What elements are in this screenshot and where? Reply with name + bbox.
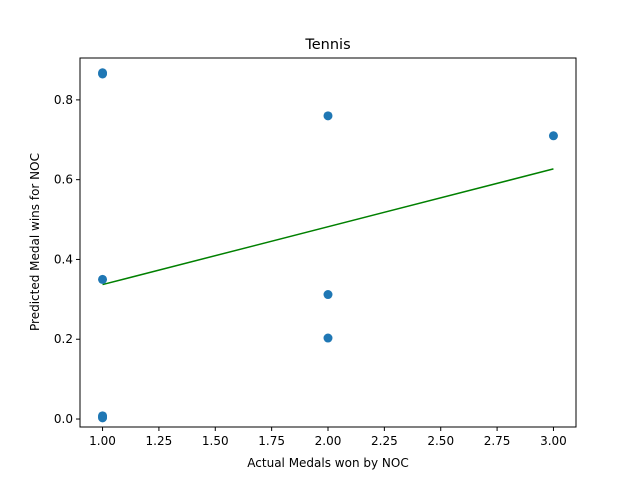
scatter-point	[323, 290, 333, 300]
x-tick-label: 3.00	[540, 434, 567, 448]
x-axis-ticks: 1.00 1.25 1.50 1.75 2.00 2.25 2.50 2.75 3.00	[89, 427, 567, 448]
x-tick-label: 2.50	[427, 434, 454, 448]
y-tick-label: 0.4	[54, 252, 73, 266]
y-tick-label: 0.8	[54, 93, 73, 107]
scatter-point	[323, 333, 333, 343]
scatter-point	[98, 413, 108, 423]
x-tick-label: 1.25	[146, 434, 173, 448]
x-axis-label: Actual Medals won by NOC	[247, 456, 408, 470]
y-tick-label: 0.2	[54, 332, 73, 346]
y-axis-label: Predicted Medal wins for NOC	[28, 153, 42, 331]
x-tick-label: 2.25	[371, 434, 398, 448]
scatter-point	[323, 111, 333, 121]
y-axis-ticks: 0.0 0.2 0.4 0.6 0.8	[54, 93, 80, 426]
y-tick-label: 0.6	[54, 173, 73, 187]
chart-title: Tennis	[304, 37, 350, 53]
scatter-point	[98, 274, 108, 284]
x-tick-label: 1.50	[202, 434, 229, 448]
x-tick-label: 1.00	[89, 434, 116, 448]
scatter-point	[98, 69, 108, 79]
plot-area	[98, 68, 558, 423]
x-tick-label: 1.75	[258, 434, 285, 448]
y-tick-label: 0.0	[54, 412, 73, 426]
scatter-point	[548, 131, 558, 141]
x-tick-label: 2.75	[484, 434, 511, 448]
trend-line	[102, 168, 554, 286]
x-tick-label: 2.00	[315, 434, 342, 448]
